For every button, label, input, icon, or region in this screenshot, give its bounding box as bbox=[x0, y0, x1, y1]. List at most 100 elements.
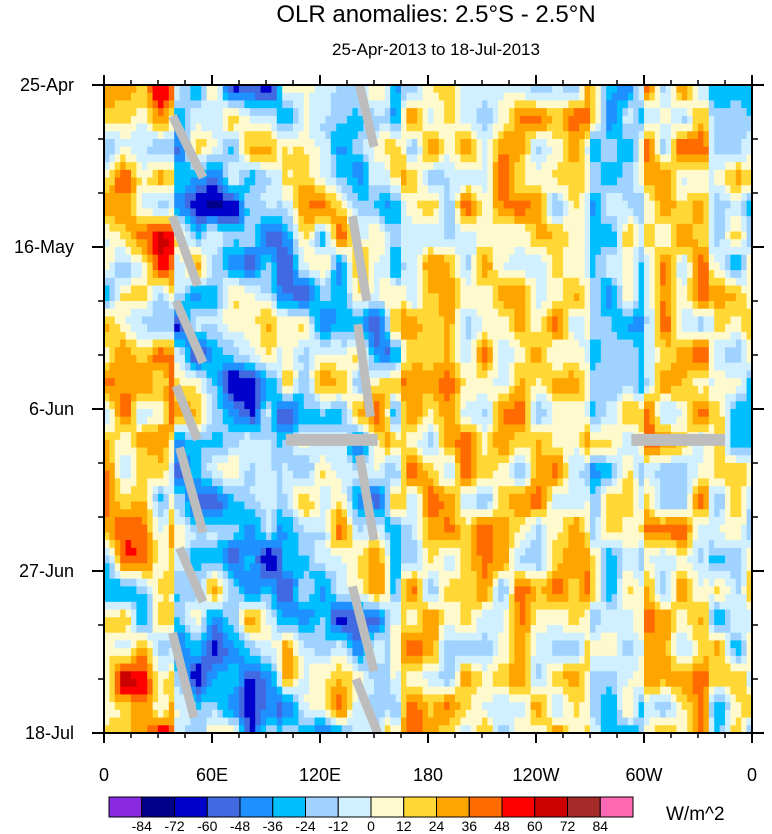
field-cell bbox=[390, 123, 397, 132]
field-cell bbox=[384, 285, 391, 294]
field-cell bbox=[552, 254, 559, 264]
field-cell bbox=[244, 247, 251, 256]
field-cell bbox=[503, 301, 510, 310]
field-cell bbox=[503, 108, 510, 117]
field-cell bbox=[303, 162, 310, 171]
field-cell bbox=[465, 108, 472, 117]
field-cell bbox=[622, 393, 629, 402]
field-cell bbox=[401, 324, 407, 333]
field-cell bbox=[271, 123, 278, 132]
field-cell bbox=[266, 308, 272, 318]
field-cell bbox=[509, 123, 515, 132]
field-cell bbox=[363, 262, 370, 271]
field-cell bbox=[492, 262, 499, 271]
field-cell bbox=[163, 108, 170, 117]
field-cell bbox=[622, 247, 629, 256]
field-cell bbox=[309, 277, 316, 287]
field-cell bbox=[114, 385, 121, 395]
field-cell bbox=[158, 262, 164, 271]
field-cell bbox=[660, 115, 667, 125]
field-cell bbox=[487, 378, 494, 387]
field-cell bbox=[622, 154, 629, 163]
field-cell bbox=[681, 223, 688, 233]
field-cell bbox=[201, 154, 208, 163]
field-cell bbox=[455, 177, 461, 186]
field-cell bbox=[195, 177, 202, 186]
field-cell bbox=[276, 285, 283, 294]
field-cell bbox=[719, 85, 726, 94]
field-cell bbox=[168, 254, 175, 264]
field-cell bbox=[606, 239, 613, 248]
field-cell bbox=[536, 355, 542, 364]
field-cell bbox=[579, 254, 586, 264]
field-cell bbox=[444, 370, 451, 379]
field-cell bbox=[320, 85, 326, 94]
field-cell bbox=[411, 169, 418, 179]
field-cell bbox=[233, 162, 240, 171]
field-cell bbox=[509, 301, 515, 310]
field-cell bbox=[719, 115, 726, 125]
field-cell bbox=[719, 92, 726, 102]
field-cell bbox=[239, 401, 245, 410]
field-cell bbox=[282, 339, 289, 348]
field-cell bbox=[708, 216, 715, 225]
field-cell bbox=[260, 331, 267, 341]
field-cell bbox=[266, 355, 272, 364]
field-cell bbox=[206, 362, 213, 372]
field-cell bbox=[422, 254, 429, 264]
field-cell bbox=[136, 247, 143, 256]
field-cell bbox=[692, 254, 699, 264]
field-cell bbox=[141, 193, 148, 202]
field-cell bbox=[449, 169, 456, 179]
field-cell bbox=[239, 393, 245, 402]
field-cell bbox=[465, 115, 472, 125]
field-cell bbox=[482, 131, 488, 140]
field-cell bbox=[341, 169, 348, 179]
field-cell bbox=[703, 370, 710, 379]
field-cell bbox=[406, 331, 413, 341]
field-cell bbox=[714, 216, 721, 225]
field-cell bbox=[617, 270, 623, 279]
field-cell bbox=[320, 162, 326, 171]
field-cell bbox=[438, 262, 445, 271]
field-cell bbox=[217, 185, 224, 194]
field-cell bbox=[568, 270, 575, 279]
field-cell bbox=[282, 385, 289, 395]
field-cell bbox=[390, 247, 397, 256]
field-cell bbox=[465, 193, 472, 202]
field-cell bbox=[746, 85, 753, 94]
field-cell bbox=[584, 146, 591, 156]
field-cell bbox=[719, 370, 726, 379]
field-cell bbox=[719, 285, 726, 294]
field-cell bbox=[541, 208, 548, 217]
field-cell bbox=[487, 154, 494, 163]
field-cell bbox=[644, 123, 650, 132]
field-cell bbox=[255, 362, 262, 372]
field-cell bbox=[201, 139, 208, 148]
field-cell bbox=[492, 277, 499, 287]
field-cell bbox=[212, 393, 218, 402]
field-cell bbox=[633, 347, 640, 356]
field-cell bbox=[676, 131, 683, 140]
field-cell bbox=[595, 362, 602, 372]
field-cell bbox=[471, 239, 478, 248]
field-cell bbox=[660, 162, 667, 171]
field-cell bbox=[422, 216, 429, 225]
field-cell bbox=[428, 308, 434, 318]
field-cell bbox=[152, 146, 159, 156]
field-cell bbox=[179, 169, 186, 179]
field-cell bbox=[384, 131, 391, 140]
field-cell bbox=[449, 115, 456, 125]
field-cell bbox=[476, 208, 483, 217]
field-cell bbox=[368, 177, 375, 186]
field-cell bbox=[120, 308, 127, 318]
field-cell bbox=[714, 385, 721, 395]
field-cell bbox=[109, 85, 116, 94]
field-cell bbox=[492, 331, 499, 341]
field-cell bbox=[303, 316, 310, 325]
field-cell bbox=[293, 285, 299, 294]
field-cell bbox=[384, 162, 391, 171]
field-cell bbox=[228, 154, 235, 163]
field-cell bbox=[222, 169, 229, 179]
field-cell bbox=[136, 139, 143, 148]
